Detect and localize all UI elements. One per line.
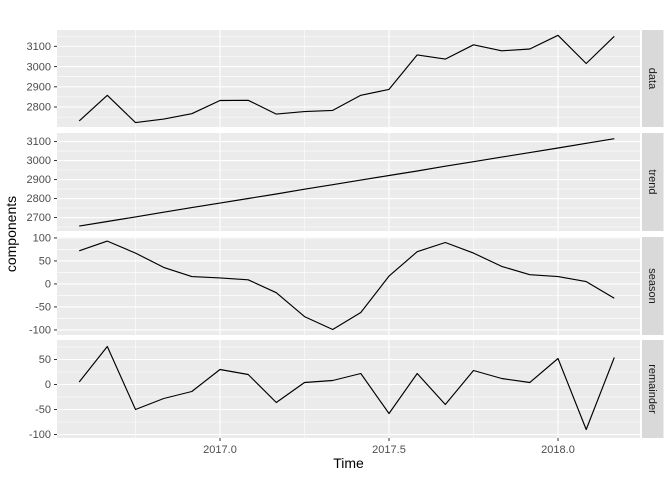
facet-panel-data: 2800 2900 3000 3100 data [27,30,664,127]
y-tick-label: 2900 [27,174,51,186]
series-line-season [79,240,615,331]
y-tick-label: 2800 [27,193,51,205]
y-axis-title: components [3,196,19,272]
y-tick-label: 0 [45,279,51,291]
facet-strip-label: trend [646,169,658,194]
y-tick-label: 2800 [27,102,51,114]
y-tick-label: 0 [45,379,51,391]
y-tick-label: 3100 [27,41,51,53]
y-tick-label: 3100 [27,136,51,148]
facet-strip-season [642,237,664,335]
y-tick-label: 3000 [27,61,51,73]
facet-strip-trend [642,133,664,231]
y-tick-label: -50 [35,302,51,314]
facet-panel-trend: 2700 2800 2900 3000 3100 trend [27,133,664,231]
panel-background [57,30,640,127]
series-line-data [78,34,615,124]
y-tick-label: 2700 [27,212,51,224]
y-tick-label: 50 [39,354,51,366]
y-tick-label: 2900 [27,81,51,93]
y-tick-label: -50 [35,404,51,416]
y-tick-label: 3000 [27,155,51,167]
x-axis-title: Time [333,455,364,471]
x-tick-label: 2018.0 [541,444,575,456]
y-tick-label: 50 [39,256,51,268]
x-tick-label: 2017.5 [372,444,406,456]
facet-strip-label: data [646,68,658,90]
facet-strip-label: remainder [646,364,658,414]
x-tick-label: 2017.0 [203,444,237,456]
series-line-remainder [78,345,615,431]
facet-strip-remainder [642,340,664,438]
facet-strip-data [642,30,664,127]
y-tick-label: -100 [29,325,51,337]
facet-panel-season: -100 -50 0 50 100 season [29,233,664,337]
series-line-trend [79,138,615,227]
facet-strip-label: season [646,268,658,303]
y-tick-label: 100 [33,233,51,245]
panel-background [57,340,640,438]
facet-panel-remainder: -100 -50 0 50 remainder [29,340,664,441]
y-tick-label: -100 [29,429,51,441]
